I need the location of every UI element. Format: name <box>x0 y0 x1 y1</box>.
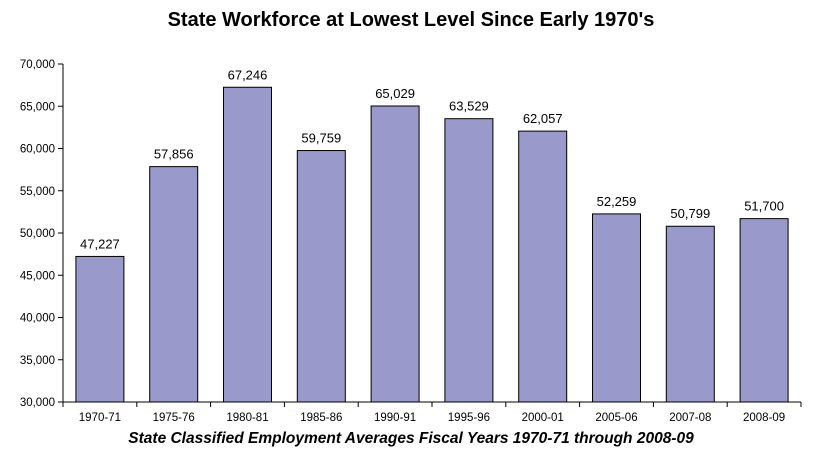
chart-title: State Workforce at Lowest Level Since Ea… <box>167 9 655 31</box>
y-tick-label: 30,000 <box>20 397 55 409</box>
bar-1975-76 <box>149 166 199 403</box>
bar-1970-71 <box>75 255 125 403</box>
data-label-2000-01: 62,057 <box>523 111 563 126</box>
x-tick-label-1975-76: 1975-76 <box>153 412 195 424</box>
y-tick-label: 40,000 <box>20 313 55 325</box>
chart-caption: State Classified Employment Averages Fis… <box>128 430 694 447</box>
bar-2000-01 <box>518 130 568 403</box>
y-tick-label: 65,000 <box>20 101 55 113</box>
data-label-1995-96: 63,529 <box>449 99 489 114</box>
x-tick-label-1970-71: 1970-71 <box>79 412 121 424</box>
bar-1980-81 <box>223 86 272 403</box>
bar-1985-86 <box>296 150 346 403</box>
data-label-2007-08: 50,799 <box>670 206 710 221</box>
y-tick-label: 45,000 <box>20 270 55 282</box>
y-tick-label: 50,000 <box>20 228 55 240</box>
y-tick-label: 60,000 <box>20 144 55 156</box>
data-label-1970-71: 47,227 <box>80 236 120 251</box>
y-tick-label: 70,000 <box>20 59 55 71</box>
x-tick-label-2000-01: 2000-01 <box>522 412 564 424</box>
data-label-1975-76: 57,856 <box>154 147 194 162</box>
y-axis: 30,000 35,000 40,000 45,000 50,000 55,000 60,0… <box>20 59 64 409</box>
x-tick-label-2007-08: 2007-08 <box>669 412 711 424</box>
bar-2005-06 <box>592 213 641 403</box>
bar-2008-09 <box>739 218 789 403</box>
x-tick-label-1995-96: 1995-96 <box>448 412 490 424</box>
x-tick-label-2008-09: 2008-09 <box>743 412 785 424</box>
x-tick-label-1980-81: 1980-81 <box>226 412 268 424</box>
data-label-1980-81: 67,246 <box>228 67 268 82</box>
data-label-2008-09: 51,700 <box>744 199 784 214</box>
x-tick-label-2005-06: 2005-06 <box>595 412 637 424</box>
data-label-2005-06: 52,259 <box>597 194 637 209</box>
x-axis: 1970-71 1975-76 1980-81 1985-86 1990-91 1995-… <box>62 401 802 424</box>
x-tick-label-1990-91: 1990-91 <box>374 412 416 424</box>
bar-1995-96 <box>444 118 494 403</box>
y-tick-label: 55,000 <box>20 186 55 198</box>
bar-1990-91 <box>370 105 420 403</box>
bars-group <box>75 86 789 403</box>
data-label-1985-86: 59,759 <box>301 131 341 146</box>
bar-2007-08 <box>665 225 715 403</box>
x-tick-label-1985-86: 1985-86 <box>300 412 342 424</box>
data-label-1990-91: 65,029 <box>375 86 415 101</box>
data-labels-group: 47,227 57,856 67,246 59,759 65,029 63,529 62,0… <box>80 67 784 251</box>
y-tick-label: 35,000 <box>20 355 55 367</box>
